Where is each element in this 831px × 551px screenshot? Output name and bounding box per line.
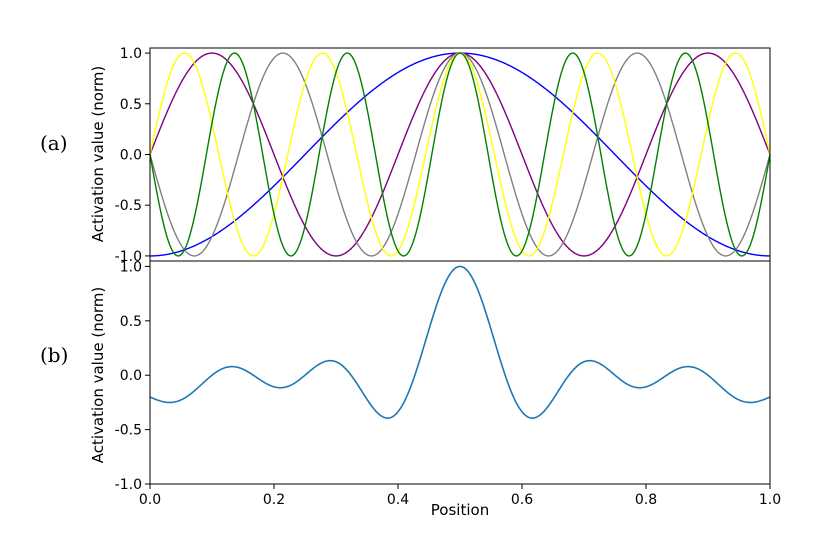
panel-b-x-tick-label: 0.0 xyxy=(139,492,161,508)
panel-b: (b) Activation value (norm) -1.0-0.50.00… xyxy=(40,259,781,519)
panel-b-x-tick-label: 0.8 xyxy=(635,492,657,508)
panel-a-y-ticks: -1.0 -0.5 0.0 0.5 1.0 xyxy=(115,46,150,265)
panel-b-frame xyxy=(149,260,771,485)
panel-a-y-tick-label: -0.5 xyxy=(115,198,142,214)
panel-b-y-axis-label: Activation value (norm) xyxy=(89,287,107,464)
panel-b-y-tick-label: 0.0 xyxy=(120,368,142,384)
panel-b-x-tick-label: 1.0 xyxy=(759,492,781,508)
panel-a-y-tick-label: -1.0 xyxy=(115,249,142,265)
panel-a-series-line-5 xyxy=(149,52,771,257)
panel-a-series-line-2 xyxy=(149,52,771,257)
x-axis-label: Position xyxy=(431,501,489,519)
panel-b-y-tick-label: 1.0 xyxy=(120,259,142,275)
panel-b-curves xyxy=(149,265,771,419)
panel-b-x-tick-label: 0.6 xyxy=(511,492,533,508)
panel-b-x-tick-label: 0.2 xyxy=(263,492,285,508)
panel-a-y-tick-label: 0.5 xyxy=(120,97,142,113)
panel-b-x-tick-label: 0.4 xyxy=(387,492,409,508)
panel-b-label: (b) xyxy=(40,343,68,367)
panel-b-y-tick-label: 0.5 xyxy=(120,314,142,330)
panel-a-label: (a) xyxy=(40,131,68,155)
panel-b-y-tick-label: -0.5 xyxy=(115,423,142,439)
panel-b-x-ticks: 0.0 0.2 0.4 0.6 0.8 1.0 xyxy=(139,484,781,508)
panel-a-curves xyxy=(149,52,771,257)
panel-a: (a) Activation value (norm) -1.0 -0.5 0.0 0… xyxy=(40,46,771,265)
panel-a-y-axis-label: Activation value (norm) xyxy=(89,66,107,243)
panel-a-frame xyxy=(149,47,771,262)
panel-b-y-ticks: -1.0 -0.5 0.0 0.5 1.0 xyxy=(115,259,150,493)
panel-b-series-line xyxy=(149,265,771,419)
panel-a-y-tick-label: 1.0 xyxy=(120,46,142,62)
panel-b-y-tick-label: -1.0 xyxy=(115,477,142,493)
panel-a-y-tick-label: 0.0 xyxy=(120,148,142,164)
